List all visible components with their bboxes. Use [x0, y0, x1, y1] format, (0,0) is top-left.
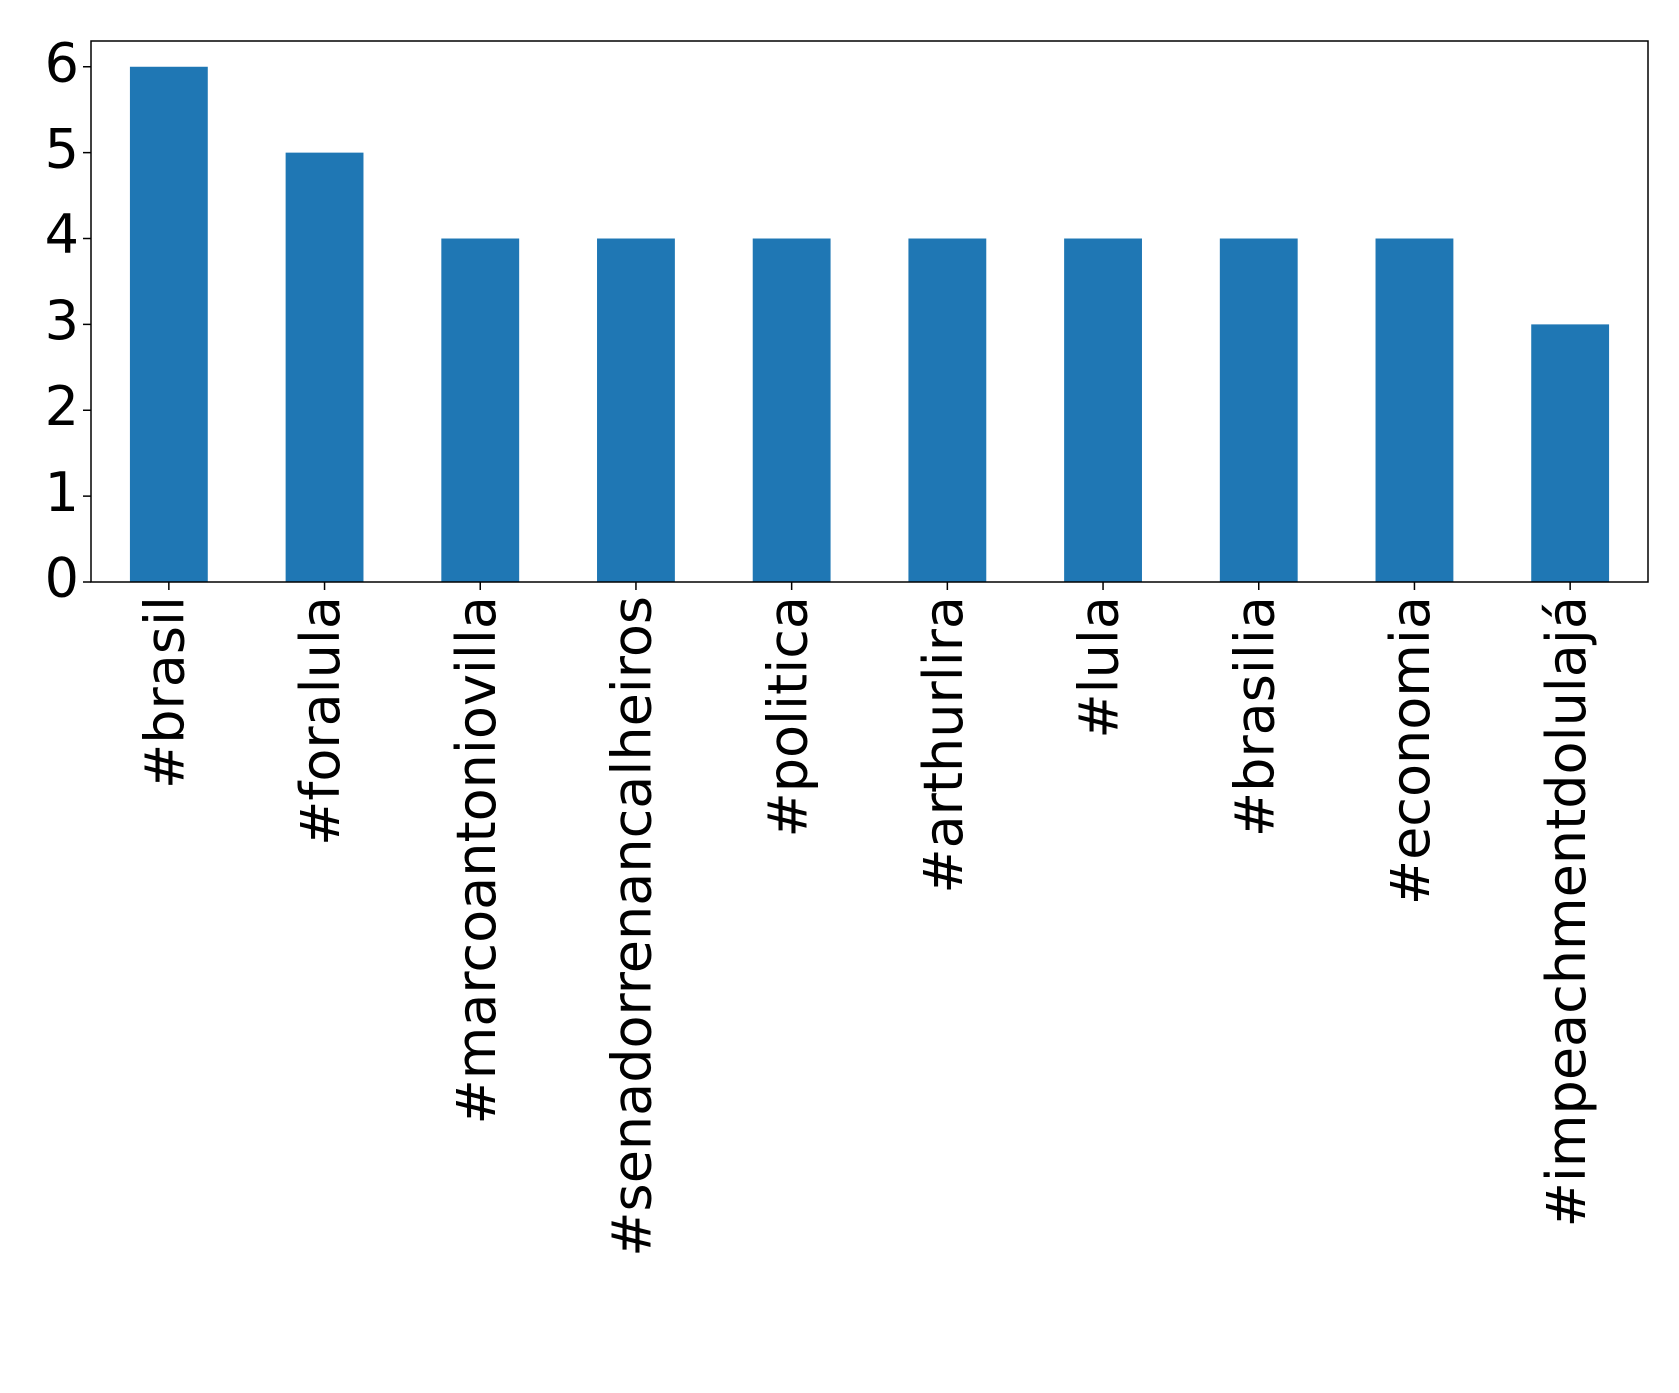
- bar: [1064, 238, 1142, 582]
- x-tick-label: #marcoantoniovilla: [445, 596, 508, 1125]
- bar: [1219, 238, 1298, 582]
- y-tick-label: 3: [45, 289, 79, 352]
- plot-frame: [90, 40, 1649, 583]
- y-tick-label: 0: [45, 547, 79, 610]
- y-tick-label: 4: [45, 203, 79, 266]
- x-tick-label: #arthurlira: [912, 596, 975, 894]
- x-tick-label: #brasil: [133, 596, 196, 789]
- y-tick-label: 6: [45, 31, 79, 94]
- x-tick-label: #brasilia: [1223, 596, 1286, 837]
- bar: [441, 238, 520, 582]
- bar: [597, 238, 675, 582]
- x-tick-label: #lula: [1068, 596, 1131, 739]
- bar: [285, 152, 364, 582]
- bar: [1375, 238, 1454, 582]
- x-tick-label: #senadorrenancalheiros: [601, 596, 664, 1257]
- y-tick-label: 1: [45, 461, 79, 524]
- x-tick-label: #impeachmentdolulajá: [1535, 596, 1598, 1227]
- bar: [1531, 324, 1610, 582]
- bar: [752, 238, 831, 582]
- bar: [129, 66, 208, 582]
- x-tick-label: #foralula: [289, 596, 352, 846]
- y-tick-label: 2: [45, 375, 79, 438]
- y-tick-label: 5: [45, 117, 79, 180]
- bar: [908, 238, 987, 582]
- x-tick-label: #politica: [756, 596, 819, 838]
- x-tick-label: #economia: [1379, 596, 1442, 905]
